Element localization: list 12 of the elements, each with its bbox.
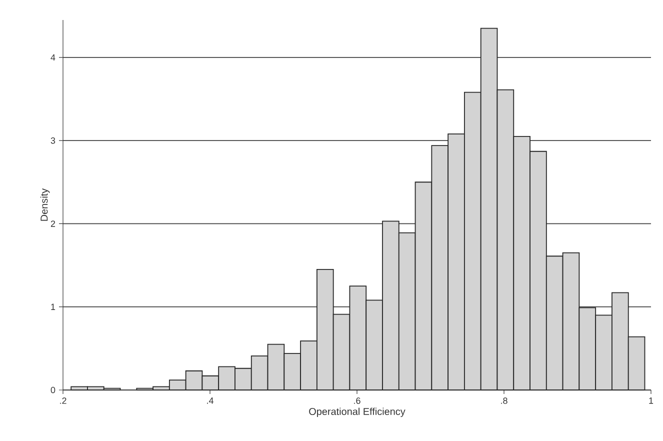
x-axis-title: Operational Efficiency: [309, 408, 406, 417]
y-tick-label: 4: [50, 54, 56, 60]
y-tick-label: 3: [50, 137, 56, 144]
x-tick-label: .8: [501, 398, 508, 404]
x-tick-label: .4: [207, 398, 214, 404]
y-tick-label: 1: [51, 304, 56, 310]
x-tick-label: .6: [354, 398, 360, 404]
x-tick-label: .2: [60, 398, 66, 404]
y-tick-label: 2: [50, 220, 56, 227]
x-tick-label: 1: [649, 398, 654, 404]
y-tick-label: 0: [50, 386, 56, 394]
y-axis-title: Density: [40, 188, 50, 221]
